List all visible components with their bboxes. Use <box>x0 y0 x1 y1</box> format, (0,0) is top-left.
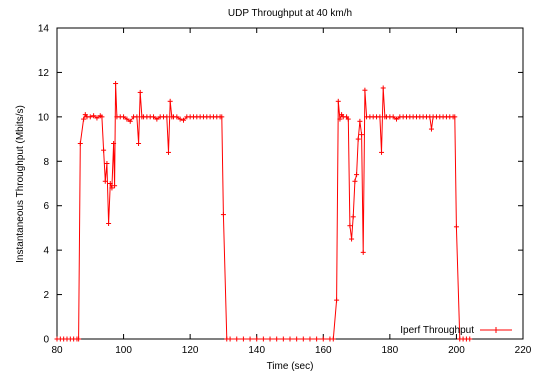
data-point <box>267 336 273 342</box>
y-tick-label: 2 <box>43 290 49 301</box>
data-point <box>234 336 240 342</box>
data-point <box>109 185 115 191</box>
data-point <box>94 115 100 121</box>
x-tick-label: 100 <box>115 345 132 356</box>
data-point <box>349 236 355 242</box>
data-point <box>180 117 186 123</box>
data-point <box>394 116 400 122</box>
data-point <box>390 114 396 120</box>
x-tick-label: 160 <box>315 345 332 356</box>
data-point <box>136 141 142 147</box>
data-point <box>113 81 119 87</box>
data-point <box>151 114 157 120</box>
data-point <box>76 336 82 342</box>
data-point <box>167 98 173 104</box>
data-point <box>101 147 107 153</box>
data-point <box>102 178 108 184</box>
data-point <box>124 116 130 122</box>
data-point <box>137 89 143 95</box>
data-point <box>121 114 127 120</box>
data-point <box>355 136 361 142</box>
x-axis-title: Time (sec) <box>267 361 314 372</box>
data-point <box>360 249 366 255</box>
data-point <box>380 85 386 91</box>
series-layer <box>54 81 473 342</box>
data-point <box>134 114 140 120</box>
data-point <box>219 114 225 120</box>
data-point <box>330 336 336 342</box>
data-point <box>354 172 360 178</box>
data-point <box>81 116 87 122</box>
data-point <box>335 98 341 104</box>
data-point <box>452 114 458 120</box>
data-point <box>362 87 368 93</box>
data-point <box>99 114 105 120</box>
data-point <box>87 114 93 120</box>
x-tick-label: 180 <box>382 345 399 356</box>
data-point <box>240 336 246 342</box>
data-point <box>428 126 434 132</box>
data-point <box>467 336 473 342</box>
data-point <box>377 114 383 120</box>
y-tick-label: 4 <box>43 246 49 257</box>
y-tick-label: 14 <box>38 24 50 35</box>
data-point <box>104 161 110 167</box>
plot-frame <box>56 27 524 340</box>
x-tick-label: 80 <box>51 345 63 356</box>
data-point <box>166 149 172 155</box>
data-point <box>107 181 113 186</box>
data-point <box>247 336 253 342</box>
y-axis-title: Instantaneous Throughput (Mbits/s) <box>15 105 26 263</box>
data-point <box>453 224 459 230</box>
data-point <box>337 116 343 122</box>
data-point <box>352 178 358 184</box>
data-point <box>260 336 266 342</box>
data-point <box>254 336 260 342</box>
data-point <box>112 183 118 189</box>
data-point <box>91 113 97 119</box>
data-point <box>77 141 83 147</box>
legend-marker <box>493 327 499 333</box>
data-point <box>177 116 183 122</box>
y-tick-label: 8 <box>43 157 49 168</box>
data-point <box>111 141 117 147</box>
x-tick-label: 120 <box>182 345 199 356</box>
x-tick-label: 200 <box>448 345 465 356</box>
data-point <box>280 336 286 342</box>
data-point <box>154 116 160 122</box>
data-point <box>314 336 320 342</box>
y-tick-label: 12 <box>38 68 50 79</box>
data-point <box>359 132 365 138</box>
data-point <box>357 118 363 124</box>
data-point <box>220 212 226 218</box>
data-point <box>227 336 233 342</box>
chart-title: UDP Throughput at 40 km/h <box>228 8 352 19</box>
data-point <box>164 114 170 120</box>
legend-label: Iperf Throughput <box>400 325 474 336</box>
x-tick-label: 220 <box>515 345 532 356</box>
data-point <box>307 336 313 342</box>
data-point <box>174 114 180 120</box>
data-point <box>106 220 112 226</box>
data-point <box>127 118 133 124</box>
data-point <box>320 336 326 342</box>
data-point <box>334 297 340 303</box>
y-tick-label: 6 <box>43 201 49 212</box>
y-tick-label: 0 <box>43 335 49 346</box>
data-point <box>294 336 300 342</box>
data-point <box>350 214 356 220</box>
x-tick-label: 140 <box>248 345 265 356</box>
data-point <box>287 336 293 342</box>
series-line <box>57 83 470 340</box>
data-point <box>300 336 306 342</box>
data-point <box>379 149 385 155</box>
data-point <box>274 336 280 342</box>
data-point <box>345 116 351 122</box>
legend: Iperf Throughput <box>400 325 512 336</box>
data-point <box>347 223 353 229</box>
y-tick-label: 10 <box>38 112 50 123</box>
